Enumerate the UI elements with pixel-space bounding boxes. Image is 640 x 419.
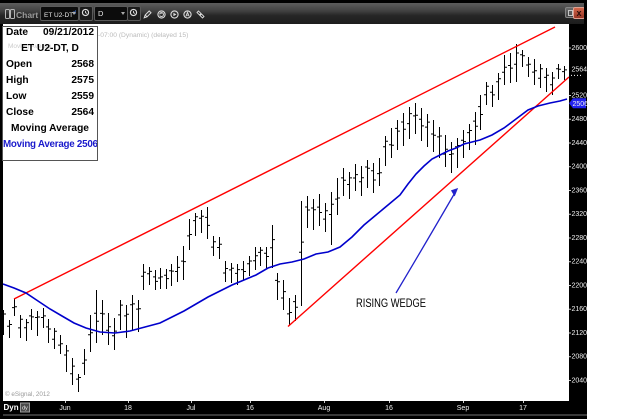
svg-text:17: 17 xyxy=(519,405,527,412)
svg-text:RISING WEDGE: RISING WEDGE xyxy=(356,298,426,310)
svg-text:16: 16 xyxy=(385,405,393,412)
svg-text:2440: 2440 xyxy=(572,140,588,147)
svg-text:2520: 2520 xyxy=(572,92,588,99)
svg-text:16: 16 xyxy=(246,405,254,412)
svg-text:2400: 2400 xyxy=(572,164,588,171)
svg-text:dy: dy xyxy=(22,406,28,412)
svg-text:Aug: Aug xyxy=(318,405,331,412)
svg-text:18: 18 xyxy=(124,405,132,412)
svg-text:2600: 2600 xyxy=(572,45,588,52)
svg-text:Dyn: Dyn xyxy=(4,403,19,412)
svg-text:Jun: Jun xyxy=(59,405,70,412)
svg-text:2280: 2280 xyxy=(572,235,588,242)
svg-text:2080: 2080 xyxy=(572,354,588,361)
svg-text:Sep: Sep xyxy=(457,405,470,412)
svg-text:2506: 2506 xyxy=(573,101,589,108)
svg-text:Jul: Jul xyxy=(187,405,196,412)
svg-text:2360: 2360 xyxy=(572,187,588,194)
svg-text:© eSignal, 2012: © eSignal, 2012 xyxy=(5,390,50,398)
svg-text:2320: 2320 xyxy=(572,211,588,218)
svg-text:2564: 2564 xyxy=(572,66,588,73)
svg-text:2120: 2120 xyxy=(572,330,588,337)
svg-text:2240: 2240 xyxy=(572,259,588,266)
svg-text:2040: 2040 xyxy=(572,377,588,384)
svg-text:2480: 2480 xyxy=(572,116,588,123)
svg-text:-07:00 (Dynamic) (delayed 15): -07:00 (Dynamic) (delayed 15) xyxy=(98,32,188,39)
svg-text:2160: 2160 xyxy=(572,306,588,313)
svg-text:2200: 2200 xyxy=(572,282,588,289)
